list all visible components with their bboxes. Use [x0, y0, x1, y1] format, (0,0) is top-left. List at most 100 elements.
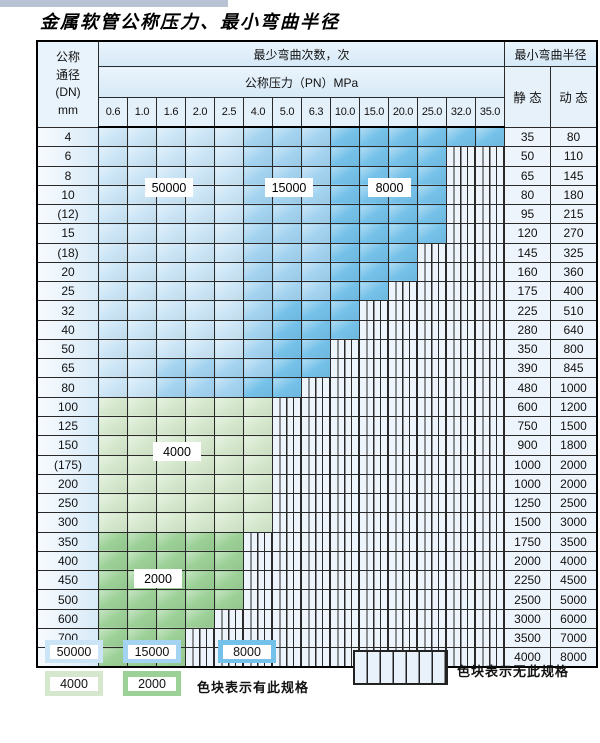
dynamic-radius-value: 7000 [550, 627, 598, 649]
spec-cell [156, 338, 186, 360]
spec-cell [214, 570, 244, 591]
no-spec-cell [446, 204, 476, 225]
spec-cell [156, 415, 186, 437]
no-spec-cell [272, 589, 302, 610]
no-spec-cell [359, 454, 389, 475]
no-spec-cell [388, 377, 418, 398]
no-spec-cell [446, 396, 476, 417]
spec-cell [214, 415, 244, 437]
no-spec-cell [475, 512, 505, 533]
table-row: (12) 95 215 [36, 204, 598, 225]
pressure-tick: 2.5 [214, 97, 244, 128]
spec-cell [127, 300, 157, 321]
table-row: 700 3500 7000 [36, 627, 598, 649]
spec-cell [243, 126, 273, 148]
table-row: (175) 1000 2000 [36, 454, 598, 475]
spec-cell [272, 281, 302, 302]
no-spec-cell [388, 415, 418, 437]
no-spec-cell [359, 377, 389, 398]
spec-cell [417, 204, 447, 225]
no-spec-cell [272, 396, 302, 417]
spec-cell [185, 319, 215, 340]
pressure-tick: 0.6 [98, 97, 128, 128]
spec-cell [156, 223, 186, 244]
min-bend-radius-header: 最小弯曲半径 [504, 40, 598, 67]
dynamic-radius-value: 3000 [550, 512, 598, 533]
table-row: 400 2000 4000 [36, 550, 598, 572]
spec-cell [98, 319, 128, 340]
no-spec-cell [417, 396, 447, 417]
spec-cell [156, 281, 186, 302]
spec-cell [98, 377, 128, 398]
pressure-tick: 6.3 [301, 97, 331, 128]
no-spec-cell [243, 608, 273, 629]
no-spec-cell [301, 454, 331, 475]
dn-label: 4 [36, 126, 99, 148]
dn-label: 450 [36, 570, 99, 591]
spec-cell [156, 261, 186, 283]
no-spec-cell [475, 550, 505, 572]
dynamic-radius-value: 510 [550, 300, 598, 321]
spec-cell [330, 146, 360, 167]
legend-swatch-label: 15000 [128, 644, 176, 659]
legend-caption-no-spec: 色块表示无此规格 [457, 664, 570, 679]
dynamic-radius-value: 400 [550, 281, 598, 302]
table-row: 500 2500 5000 [36, 589, 598, 610]
spec-cell [98, 608, 128, 629]
static-radius-value: 80 [504, 184, 551, 206]
table-row: 300 1500 3000 [36, 512, 598, 533]
no-spec-cell [301, 627, 331, 649]
no-spec-cell [446, 627, 476, 649]
spec-cell [330, 184, 360, 206]
spec-cell [98, 415, 128, 437]
spec-cell [127, 242, 157, 263]
table-row: 65 390 845 [36, 358, 598, 379]
no-spec-cell [330, 570, 360, 591]
dynamic-radius-value: 6000 [550, 608, 598, 629]
dn-label: (12) [36, 204, 99, 225]
spec-cell [359, 126, 389, 148]
spec-cell [301, 126, 331, 148]
no-spec-cell [475, 242, 505, 263]
no-spec-cell [272, 627, 302, 649]
spec-cell [185, 493, 215, 514]
dn-label: 350 [36, 531, 99, 552]
spec-cell [301, 300, 331, 321]
dynamic-radius-value: 1800 [550, 435, 598, 456]
dn-label: 8 [36, 165, 99, 186]
dynamic-radius-value: 1000 [550, 377, 598, 398]
static-radius-value: 2000 [504, 550, 551, 572]
spec-cell [156, 589, 186, 610]
spec-cell [243, 300, 273, 321]
no-spec-cell [475, 146, 505, 167]
no-spec-cell [475, 570, 505, 591]
spec-cell [185, 531, 215, 552]
no-spec-cell [359, 570, 389, 591]
spec-cell [243, 146, 273, 167]
static-radius-value: 4000 [504, 647, 551, 668]
static-radius-value: 750 [504, 415, 551, 437]
spec-cell [98, 242, 128, 263]
no-spec-cell [330, 589, 360, 610]
static-radius-value: 3500 [504, 627, 551, 649]
dn-label: 400 [36, 550, 99, 572]
no-spec-cell [388, 300, 418, 321]
legend-swatch-label: 8000 [223, 644, 271, 659]
spec-cell [98, 531, 128, 552]
dn-label: 20 [36, 261, 99, 283]
no-spec-cell [243, 550, 273, 572]
no-spec-cell [446, 415, 476, 437]
spec-cell [359, 223, 389, 244]
dn-column-header: 公称 通径 (DN) mm [36, 40, 99, 128]
no-spec-cell [475, 435, 505, 456]
no-spec-cell [446, 223, 476, 244]
no-spec-cell [475, 493, 505, 514]
static-radius-value: 3000 [504, 608, 551, 629]
spec-cell [185, 473, 215, 495]
spec-cell [185, 281, 215, 302]
spec-cell [272, 358, 302, 379]
spec-cell [156, 204, 186, 225]
no-spec-cell [272, 550, 302, 572]
spec-cell [243, 319, 273, 340]
no-spec-cell [446, 531, 476, 552]
